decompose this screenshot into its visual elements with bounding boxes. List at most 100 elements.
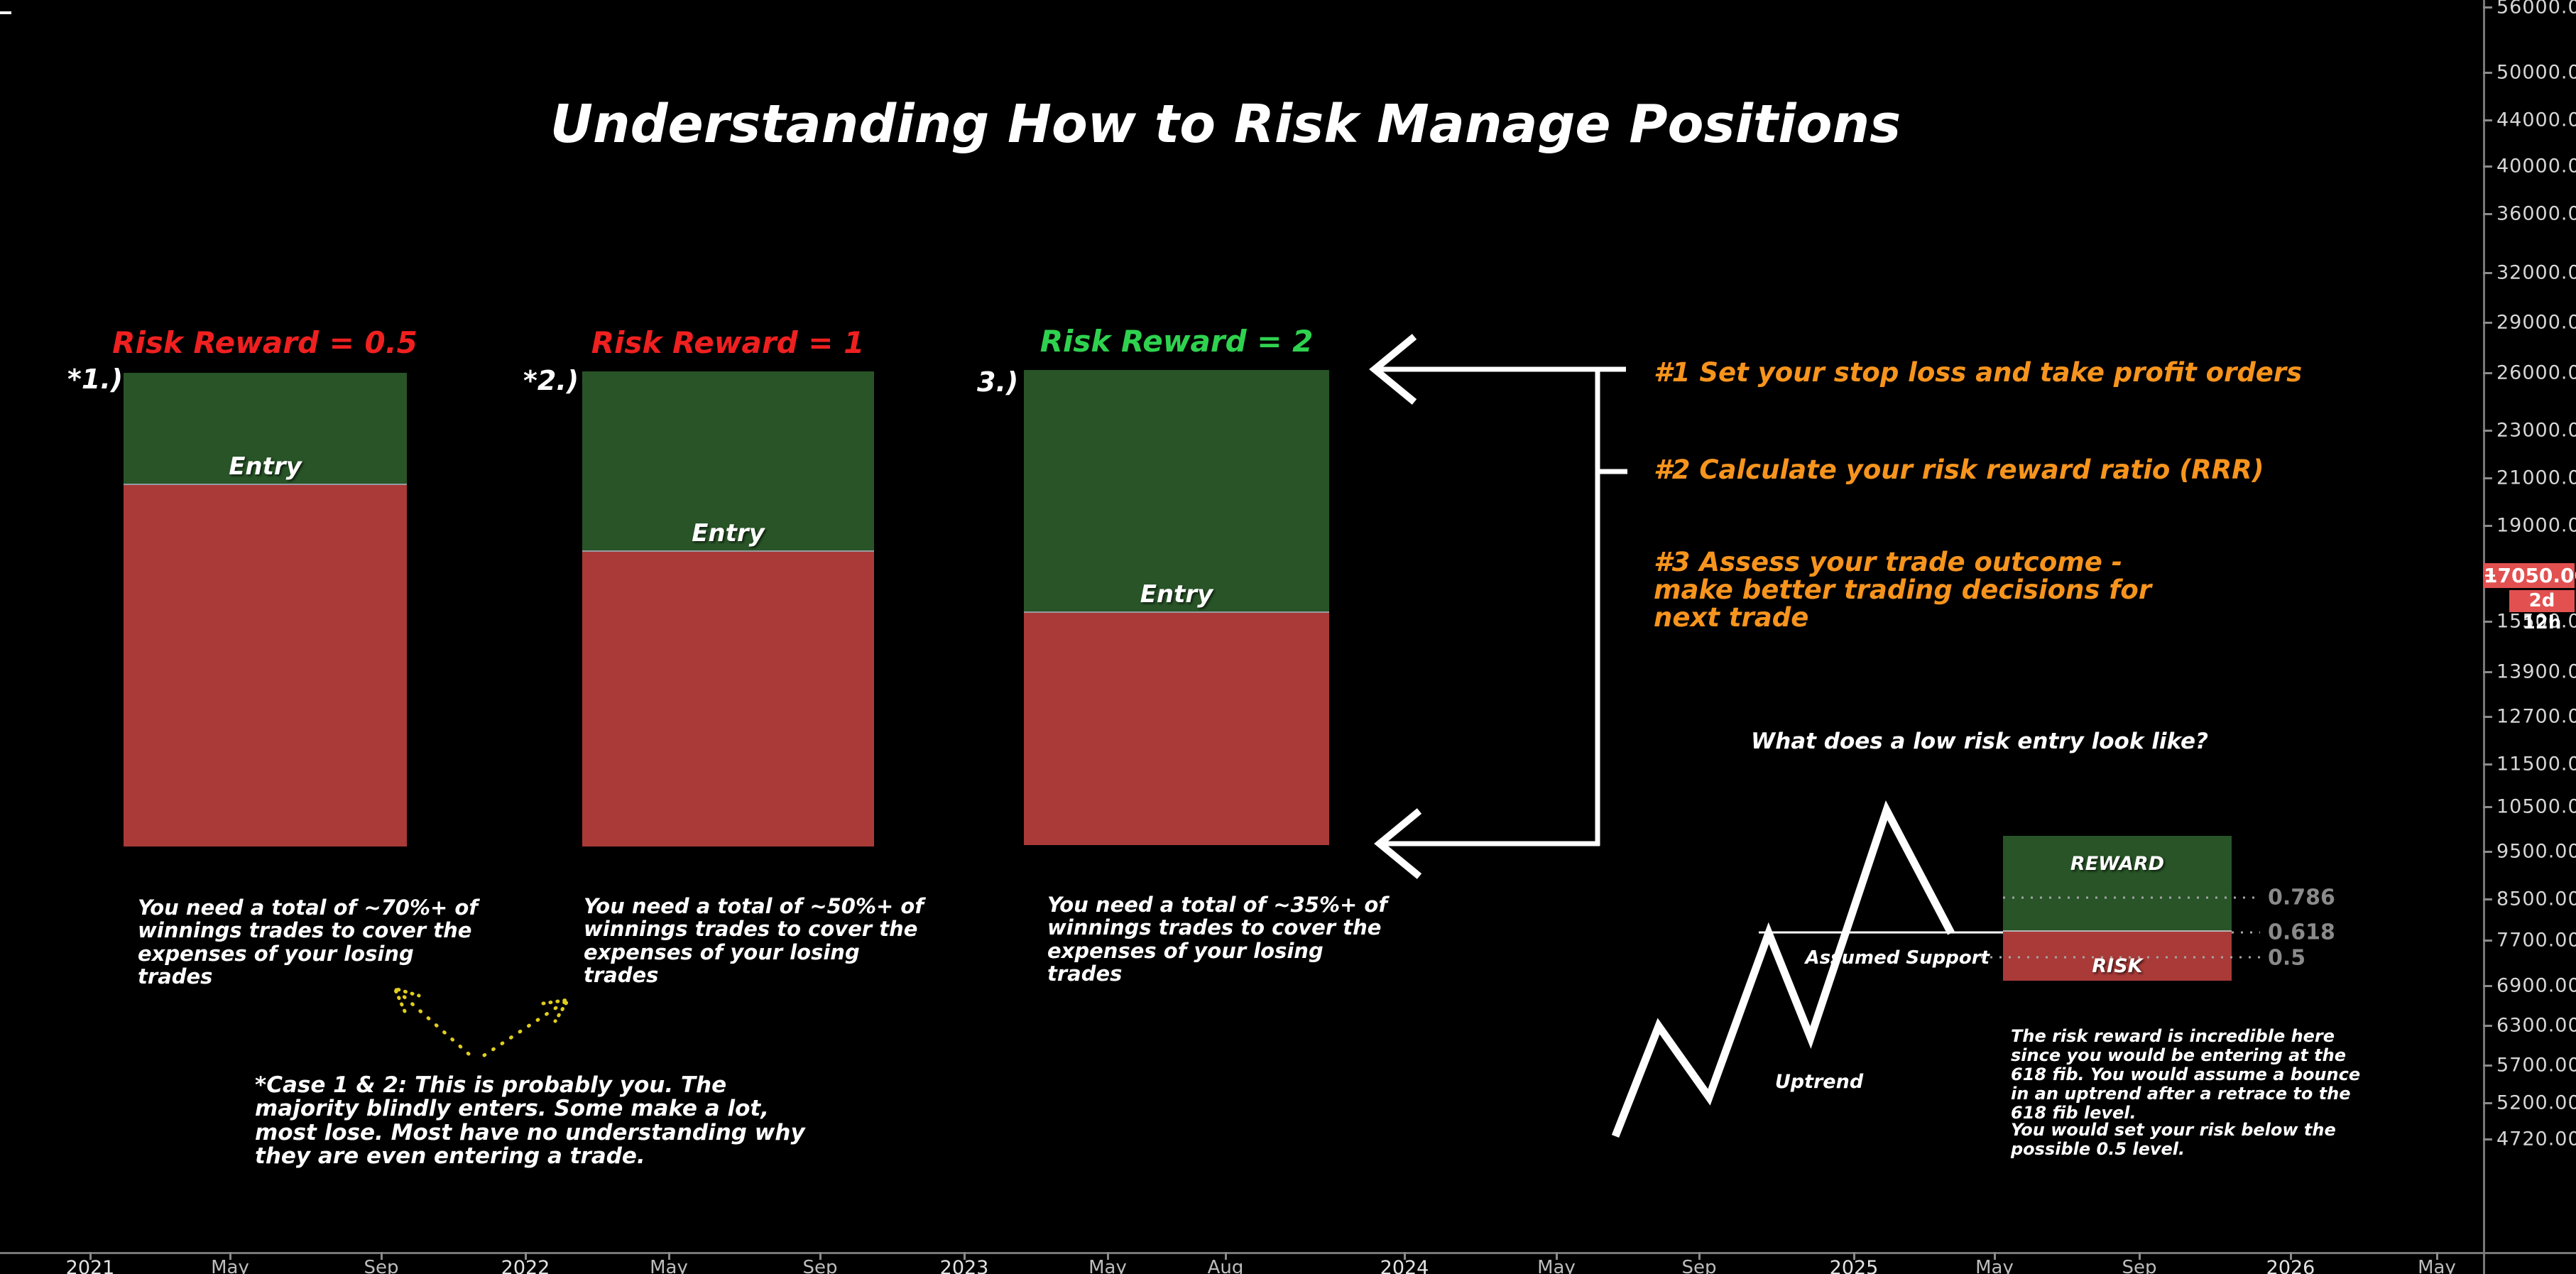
price-axis-label: 21000.00 <box>2496 467 2576 489</box>
time-axis-label: Sep <box>2122 1257 2157 1274</box>
price-axis-label: 5700.00 <box>2496 1054 2576 1077</box>
yellow-left-arrowhead-icon <box>391 986 421 1013</box>
low-risk-note-1: The risk reward is incredible here since… <box>2011 1026 2361 1123</box>
case-footnote: *Case 1 & 2: This is probably you. The m… <box>255 1072 805 1170</box>
fib-level-0786: 0.786 <box>2268 885 2335 910</box>
case2-entry-label: Entry <box>692 519 765 548</box>
price-axis-label: 36000.00 <box>2496 202 2576 225</box>
price-axis-label: 56000.00 <box>2496 0 2576 18</box>
time-axis-label: Sep <box>802 1257 838 1274</box>
time-axis-label: 2024 <box>1380 1257 1429 1274</box>
price-axis-tick <box>2483 430 2492 432</box>
current-price-tag: 17050.00 <box>2484 563 2576 588</box>
price-axis-label: 9500.00 <box>2496 840 2576 863</box>
case3-note: You need a total of ~35%+ of winnings tr… <box>1047 893 1387 986</box>
case3-risk-zone <box>1024 613 1329 845</box>
time-axis-tick <box>2436 1252 2438 1260</box>
time-axis-tick <box>1107 1252 1109 1260</box>
price-axis-tick <box>2483 985 2492 987</box>
price-axis-label: 40000.00 <box>2496 155 2576 178</box>
price-axis-tick <box>2483 322 2492 324</box>
top-arrowhead-icon <box>1369 334 1417 405</box>
time-axis-tick <box>89 1252 92 1260</box>
price-axis-line <box>2483 0 2485 1274</box>
time-axis-tick <box>2290 1252 2292 1260</box>
page-title: Understanding How to Risk Manage Positio… <box>550 94 1901 155</box>
case1-entry-line <box>124 484 407 486</box>
risk-zone-label: RISK <box>2092 955 2143 977</box>
time-axis-label: May <box>1537 1257 1576 1274</box>
yellow-pointer-group <box>391 986 572 1057</box>
case2-title: Risk Reward = 1 <box>591 325 865 360</box>
time-axis-label: Sep <box>364 1257 399 1274</box>
price-axis-tick <box>2483 525 2492 527</box>
bottom-arrowhead-icon <box>1374 808 1422 879</box>
time-axis-label: May <box>1975 1257 2014 1274</box>
price-axis-label: 15500.00 <box>2496 611 2576 633</box>
case3-marker: 3.) <box>977 366 1019 398</box>
fib-level-05: 0.5 <box>2268 945 2306 971</box>
price-axis-tick <box>2483 851 2492 853</box>
time-axis-label: 2023 <box>939 1257 989 1274</box>
time-axis-label: 2021 <box>65 1257 115 1274</box>
time-axis-label: Sep <box>1681 1257 1717 1274</box>
price-axis-label: 13900.00 <box>2496 660 2576 683</box>
price-axis-label: 8500.00 <box>2496 888 2576 910</box>
bar-countdown-badge: 2d 12h <box>2509 590 2575 633</box>
price-axis-label: 6300.00 <box>2496 1014 2576 1037</box>
price-axis-label: 10500.00 <box>2496 795 2576 818</box>
time-axis-tick <box>1994 1252 1996 1260</box>
price-axis-label: 23000.00 <box>2496 419 2576 442</box>
case1-risk-zone <box>124 485 407 846</box>
low-risk-note-2: You would set your risk below the possib… <box>2011 1120 2336 1160</box>
corner-artifact-dash <box>0 11 11 14</box>
price-axis-label: 44000.00 <box>2496 109 2576 131</box>
case2-entry-line <box>582 550 874 552</box>
price-axis-tick <box>2483 119 2492 121</box>
low-risk-reward-zone <box>2003 836 2232 932</box>
time-axis-label: Aug <box>1207 1257 1244 1274</box>
bracket-arrow-group <box>1369 334 1627 879</box>
case2-reward-zone <box>582 371 874 552</box>
price-axis-tick <box>2483 806 2492 808</box>
time-axis-label: 2026 <box>2266 1257 2315 1274</box>
time-axis-label: May <box>1088 1257 1127 1274</box>
case2-marker: *2.) <box>523 365 579 396</box>
case1-risk-reward-box: Entry <box>124 373 407 846</box>
price-axis-label: 6900.00 <box>2496 974 2576 997</box>
price-axis-tick <box>2483 372 2492 374</box>
time-axis-tick <box>1225 1252 1227 1260</box>
price-axis-tick <box>2483 72 2492 74</box>
time-axis-label: 2022 <box>501 1257 550 1274</box>
price-axis-label: 29000.00 <box>2496 311 2576 334</box>
price-axis-label: 7700.00 <box>2496 929 2576 952</box>
price-axis-tick <box>2483 213 2492 215</box>
price-tag-tick <box>2485 575 2495 577</box>
price-axis-tick <box>2483 477 2492 479</box>
case1-note: You need a total of ~70%+ of winnings tr… <box>138 895 478 989</box>
yellow-right-arrowhead-icon <box>541 997 572 1023</box>
price-axis-tick <box>2483 940 2492 942</box>
price-axis-label: 19000.00 <box>2496 514 2576 537</box>
uptrend-label: Uptrend <box>1774 1071 1864 1093</box>
time-axis-tick <box>381 1252 383 1260</box>
time-axis-tick <box>1853 1252 1855 1260</box>
time-axis-tick <box>525 1252 527 1260</box>
price-axis-tick <box>2483 1065 2492 1067</box>
time-axis-tick <box>2139 1252 2141 1260</box>
price-axis-label: 11500.00 <box>2496 753 2576 775</box>
checklist-item-3: #3 Assess your trade outcome - make bett… <box>1654 547 2152 633</box>
fib-level-0618: 0.618 <box>2268 920 2335 945</box>
case3-reward-zone <box>1024 370 1329 613</box>
checklist-item-1: #1 Set your stop loss and take profit or… <box>1654 357 2303 388</box>
time-axis-tick <box>964 1252 966 1260</box>
case1-marker: *1.) <box>67 364 124 395</box>
case3-entry-label: Entry <box>1140 580 1213 609</box>
case2-risk-zone <box>582 552 874 846</box>
price-axis-tick <box>2483 165 2492 168</box>
price-axis-label: 12700.00 <box>2496 705 2576 728</box>
low-risk-reward-risk-box: REWARD RISK <box>2003 836 2232 981</box>
time-axis-label: May <box>650 1257 688 1274</box>
time-axis-tick <box>1404 1252 1406 1260</box>
